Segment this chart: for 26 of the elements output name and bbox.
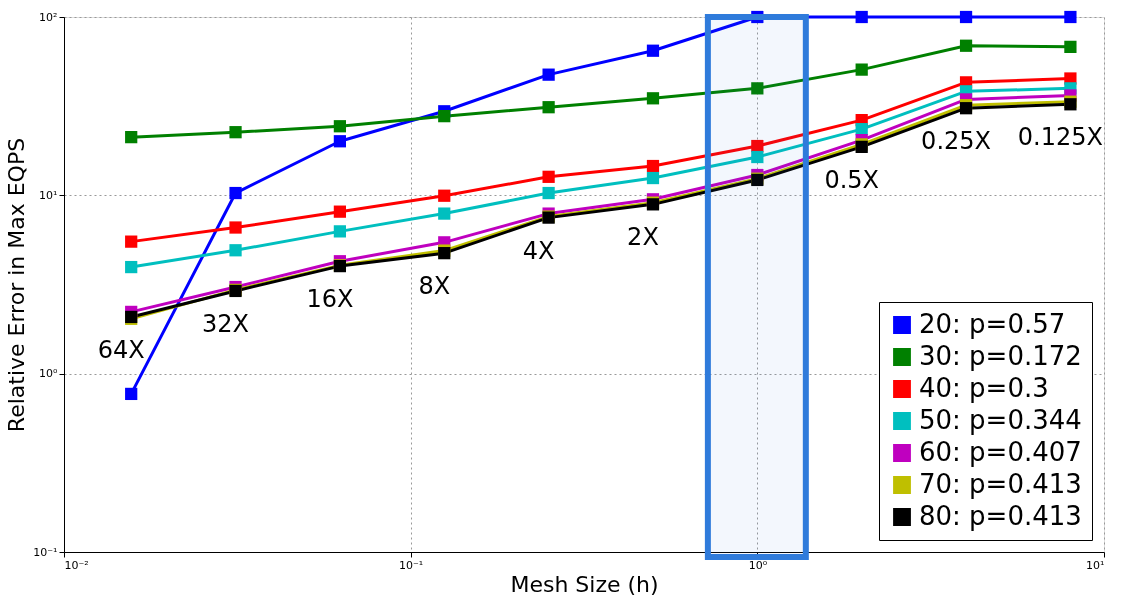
annotation: 4X xyxy=(522,236,555,265)
legend-label: 20: p=0.57 xyxy=(919,309,1066,339)
annotation: 64X xyxy=(97,335,145,364)
annotation: 16X xyxy=(306,285,354,314)
x-tick-label: 10⁰ xyxy=(748,558,768,572)
y-axis-title: Relative Error in Max EQPS xyxy=(4,137,30,433)
legend-label: 80: p=0.413 xyxy=(919,501,1082,531)
x-tick-label: 10⁻² xyxy=(64,558,89,572)
legend-label: 50: p=0.344 xyxy=(919,405,1082,435)
annotation: 32X xyxy=(202,309,250,338)
annotation: 8X xyxy=(418,272,451,301)
x-axis-title: Mesh Size (h) xyxy=(510,571,659,597)
x-tick-label: 10⁻¹ xyxy=(399,558,424,572)
legend-label: 70: p=0.413 xyxy=(919,469,1082,499)
annotation: 0.25X xyxy=(921,127,991,156)
y-tick-label: 10⁻¹ xyxy=(33,545,58,559)
y-tick-label: 10² xyxy=(39,10,58,24)
annotation: 0.5X xyxy=(824,165,879,194)
legend-label: 40: p=0.3 xyxy=(919,373,1049,403)
x-tick-label: 10¹ xyxy=(1086,558,1105,572)
legend-label: 60: p=0.407 xyxy=(919,437,1082,467)
y-tick-label: 10¹ xyxy=(39,188,58,202)
annotation: 2X xyxy=(627,223,659,252)
legend-label: 30: p=0.172 xyxy=(919,341,1082,371)
annotation: 0.125X xyxy=(1017,123,1103,152)
y-tick-label: 10⁰ xyxy=(39,367,59,381)
